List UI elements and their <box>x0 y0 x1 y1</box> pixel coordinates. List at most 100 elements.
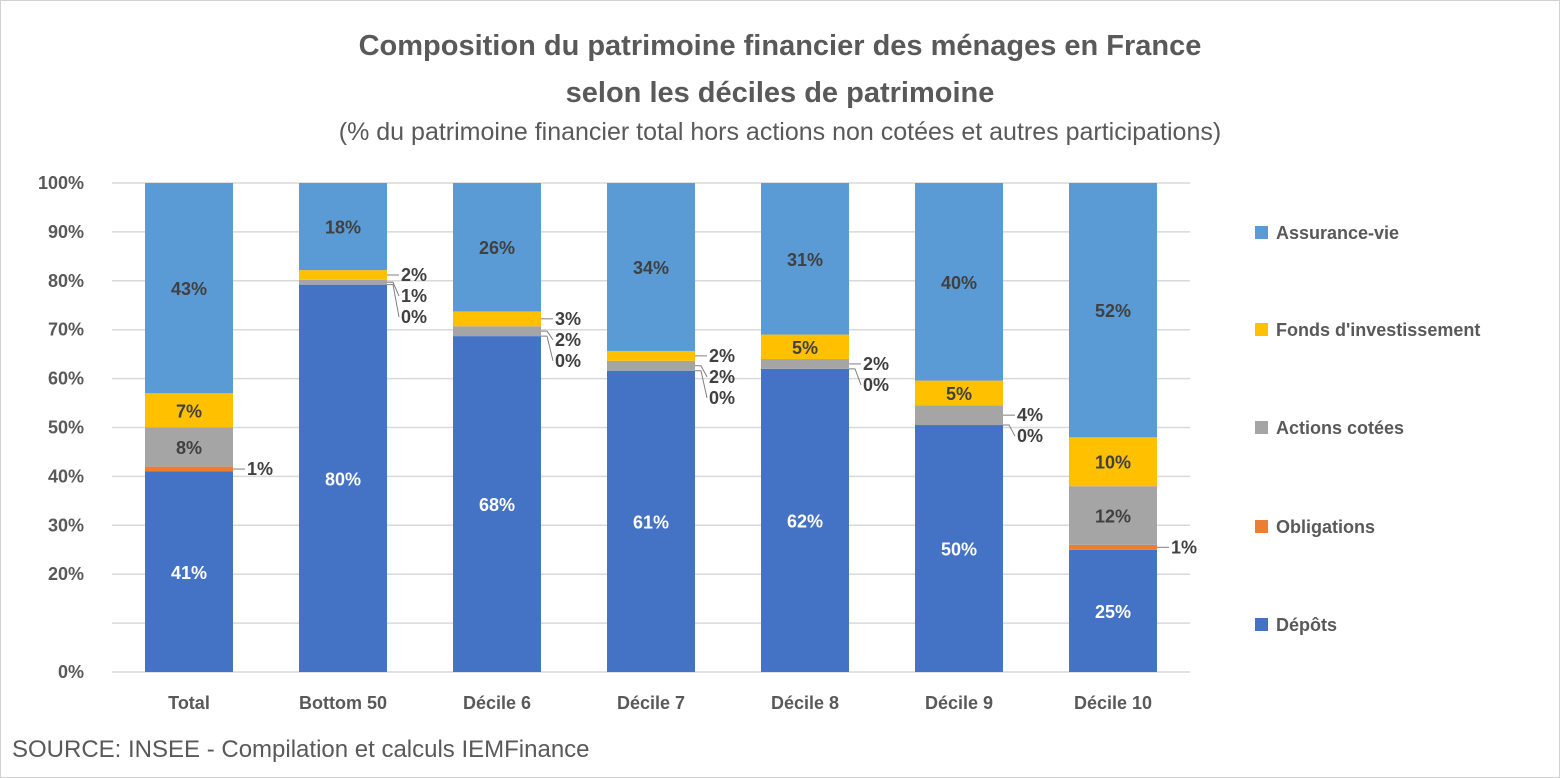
y-tick-label: 20% <box>48 564 84 584</box>
y-tick-label: 90% <box>48 222 84 242</box>
y-tick-label: 30% <box>48 515 84 535</box>
bar-segment <box>607 360 695 371</box>
legend-swatch <box>1255 226 1268 239</box>
legend-swatch <box>1255 618 1268 631</box>
legend-swatch <box>1255 323 1268 336</box>
data-label: 34% <box>633 258 669 278</box>
bar-segment <box>761 334 849 360</box>
legend-label: Obligations <box>1276 517 1375 537</box>
data-label: 18% <box>325 218 361 238</box>
legend-label: Assurance-vie <box>1276 223 1399 243</box>
data-label: 0% <box>863 375 889 395</box>
chart-title-line2: selon les déciles de patrimoine <box>565 77 995 109</box>
bar-segment <box>453 311 541 327</box>
data-label: 62% <box>787 511 823 531</box>
data-label: 52% <box>1095 301 1131 321</box>
data-label: 40% <box>941 273 977 293</box>
y-tick-label: 100% <box>38 173 84 193</box>
data-label: 25% <box>1095 602 1131 622</box>
bar-segment <box>915 425 1003 672</box>
bar-segment <box>299 279 387 285</box>
x-tick-label: Décile 10 <box>1074 693 1152 713</box>
bar-segment <box>607 370 695 672</box>
bar-segment <box>1069 437 1157 487</box>
chart-subtitle: (% du patrimoine financier total hors ac… <box>338 118 1222 146</box>
data-label: 0% <box>401 307 427 327</box>
data-label: 10% <box>1095 453 1131 473</box>
leader-line <box>541 330 554 341</box>
data-label: 41% <box>171 563 207 583</box>
leader-line <box>849 368 862 386</box>
chart-title: Composition du patrimoine financier des … <box>358 30 1202 62</box>
data-label: 1% <box>247 459 273 479</box>
data-label: 26% <box>479 238 515 258</box>
data-label: 1% <box>1171 537 1197 557</box>
bar-segment <box>145 471 233 672</box>
bar-segment <box>915 380 1003 406</box>
x-tick-label: Bottom 50 <box>299 693 387 713</box>
y-tick-label: 50% <box>48 418 84 438</box>
y-tick-label: 0% <box>58 662 84 682</box>
data-label: 1% <box>401 286 427 306</box>
y-tick-label: 60% <box>48 369 84 389</box>
bar-segment <box>145 427 233 467</box>
x-tick-label: Décile 8 <box>771 693 839 713</box>
legend-swatch <box>1255 520 1268 533</box>
source-note: SOURCE: INSEE - Compilation et calculs I… <box>12 736 590 763</box>
x-tick-label: Décile 9 <box>925 693 993 713</box>
bar-segment <box>453 326 541 337</box>
data-label: 2% <box>863 354 889 374</box>
leader-line <box>387 284 400 318</box>
data-label: 5% <box>946 384 972 404</box>
bar-segment <box>145 183 233 394</box>
data-label: 0% <box>1017 426 1043 446</box>
bar-segment <box>915 405 1003 426</box>
bar-segment <box>299 183 387 271</box>
data-label: 0% <box>555 351 581 371</box>
leader-line <box>541 335 554 361</box>
data-label: 2% <box>401 265 427 285</box>
data-label: 2% <box>709 346 735 366</box>
data-label: 12% <box>1095 507 1131 527</box>
data-label: 3% <box>555 309 581 329</box>
y-tick-label: 80% <box>48 271 84 291</box>
leader-line <box>695 370 708 398</box>
leader-line <box>1003 424 1016 437</box>
data-label: 2% <box>709 367 735 387</box>
data-label: 43% <box>171 279 207 299</box>
x-tick-label: Total <box>168 693 210 713</box>
bar-segment <box>1069 486 1157 545</box>
legend-label: Fonds d'investissement <box>1276 320 1480 340</box>
legend-label: Actions cotées <box>1276 418 1404 438</box>
bar-segment <box>1069 544 1157 550</box>
data-label: 0% <box>709 388 735 408</box>
y-tick-label: 70% <box>48 320 84 340</box>
data-label: 31% <box>787 250 823 270</box>
bar-segment <box>453 336 541 672</box>
bar-segment <box>453 183 541 312</box>
bar-segment <box>761 183 849 335</box>
bar-segment <box>299 270 387 280</box>
data-label: 7% <box>176 401 202 421</box>
leader-line <box>695 365 708 378</box>
x-tick-label: Décile 6 <box>463 693 531 713</box>
legend-label: Dépôts <box>1276 615 1337 635</box>
data-label: 4% <box>1017 405 1043 425</box>
bar-segment <box>607 350 695 361</box>
bar-segment <box>145 466 233 472</box>
y-tick-label: 40% <box>48 466 84 486</box>
data-label: 5% <box>792 338 818 358</box>
data-label: 2% <box>555 330 581 350</box>
legend-swatch <box>1255 421 1268 434</box>
bar-segment <box>299 284 387 672</box>
bar-segment <box>145 393 233 428</box>
data-label: 50% <box>941 540 977 560</box>
bar-segment <box>607 183 695 351</box>
data-label: 80% <box>325 469 361 489</box>
leader-line <box>387 281 400 297</box>
x-tick-label: Décile 7 <box>617 693 685 713</box>
bar-segment <box>761 368 849 672</box>
data-label: 61% <box>633 512 669 532</box>
data-label: 8% <box>176 438 202 458</box>
